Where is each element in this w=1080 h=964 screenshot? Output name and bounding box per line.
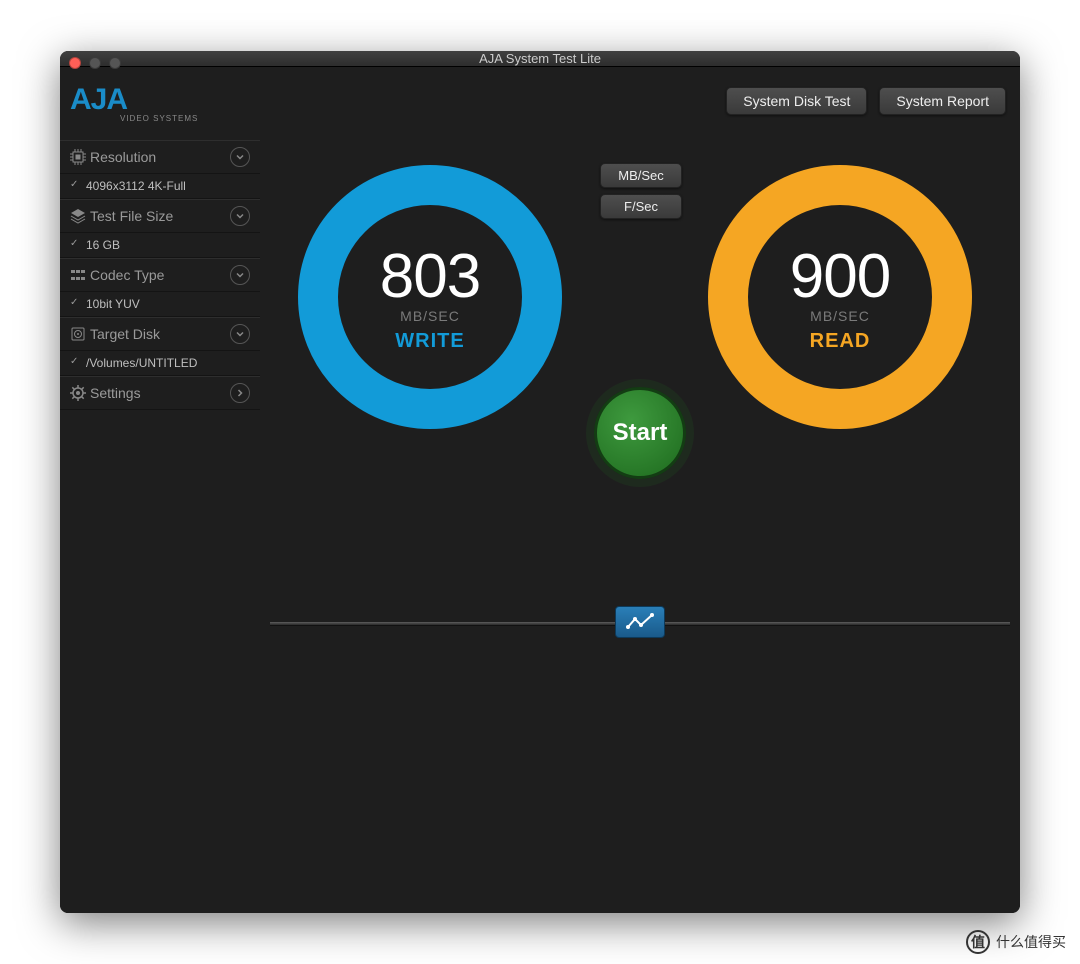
chart-view-toggle[interactable]: [615, 606, 665, 638]
brand-logo: AJA VIDEO SYSTEMS: [60, 75, 260, 140]
window-controls: [69, 57, 121, 69]
chevron-right-icon: [230, 383, 250, 403]
filesize-value[interactable]: 16 GB: [60, 233, 260, 258]
codec-label: Codec Type: [90, 267, 230, 283]
write-gauge: 803 MB/SEC WRITE: [280, 147, 580, 447]
target-value[interactable]: /Volumes/UNTITLED: [60, 351, 260, 376]
app-window: AJA System Test Lite AJA VIDEO SYSTEMS R…: [60, 51, 1020, 913]
read-unit: MB/SEC: [810, 308, 870, 324]
chevron-down-icon: [230, 265, 250, 285]
sidebar-section-target: Target Disk /Volumes/UNTITLED: [60, 317, 260, 376]
system-disk-test-button[interactable]: System Disk Test: [726, 87, 867, 115]
cpu-chip-icon: [70, 149, 90, 165]
write-label: WRITE: [395, 330, 464, 353]
codec-header[interactable]: Codec Type: [60, 258, 260, 292]
resolution-header[interactable]: Resolution: [60, 140, 260, 174]
close-window-button[interactable]: [69, 57, 81, 69]
window-title: AJA System Test Lite: [60, 51, 1020, 66]
svg-text:AJA: AJA: [70, 83, 127, 116]
write-value: 803: [380, 241, 480, 312]
watermark-icon: 值: [966, 930, 990, 954]
filesize-header[interactable]: Test File Size: [60, 199, 260, 233]
sidebar-section-settings: Settings: [60, 376, 260, 410]
content: AJA VIDEO SYSTEMS Resolution 4096x3112 4…: [60, 67, 1020, 913]
target-label: Target Disk: [90, 326, 230, 342]
brand-tagline: VIDEO SYSTEMS: [120, 114, 198, 123]
write-unit: MB/SEC: [400, 308, 460, 324]
read-gauge-center: 900 MB/SEC READ: [690, 147, 990, 447]
sidebar: AJA VIDEO SYSTEMS Resolution 4096x3112 4…: [60, 67, 260, 410]
read-gauge: 900 MB/SEC READ: [690, 147, 990, 447]
watermark: 值 什么值得买: [966, 930, 1066, 954]
resolution-value[interactable]: 4096x3112 4K-Full: [60, 174, 260, 199]
top-buttons: System Disk Test System Report: [726, 87, 1006, 115]
read-label: READ: [810, 330, 871, 353]
filesize-label: Test File Size: [90, 208, 230, 224]
codec-value[interactable]: 10bit YUV: [60, 292, 260, 317]
chevron-down-icon: [230, 206, 250, 226]
sidebar-section-resolution: Resolution 4096x3112 4K-Full: [60, 140, 260, 199]
target-header[interactable]: Target Disk: [60, 317, 260, 351]
minimize-window-button[interactable]: [89, 57, 101, 69]
watermark-text: 什么值得买: [996, 932, 1066, 952]
top-row: AJA VIDEO SYSTEMS Resolution 4096x3112 4…: [60, 67, 1020, 410]
gear-icon: [70, 385, 90, 401]
read-value: 900: [790, 241, 890, 312]
write-gauge-center: 803 MB/SEC WRITE: [280, 147, 580, 447]
settings-header[interactable]: Settings: [60, 376, 260, 410]
divider-row: [260, 607, 1020, 637]
sidebar-section-codec: Codec Type 10bit YUV: [60, 258, 260, 317]
system-report-button[interactable]: System Report: [879, 87, 1006, 115]
settings-label: Settings: [90, 385, 230, 401]
sidebar-section-filesize: Test File Size 16 GB: [60, 199, 260, 258]
hard-disk-icon: [70, 326, 90, 342]
line-chart-icon: [626, 613, 654, 631]
codec-blocks-icon: [70, 267, 90, 283]
zoom-window-button[interactable]: [109, 57, 121, 69]
resolution-label: Resolution: [90, 149, 230, 165]
titlebar: AJA System Test Lite: [60, 51, 1020, 67]
layers-icon: [70, 208, 90, 224]
chevron-down-icon: [230, 147, 250, 167]
main-panel: System Disk Test System Report MB/Sec F/…: [260, 67, 1020, 410]
chevron-down-icon: [230, 324, 250, 344]
start-button[interactable]: Start: [594, 387, 686, 479]
